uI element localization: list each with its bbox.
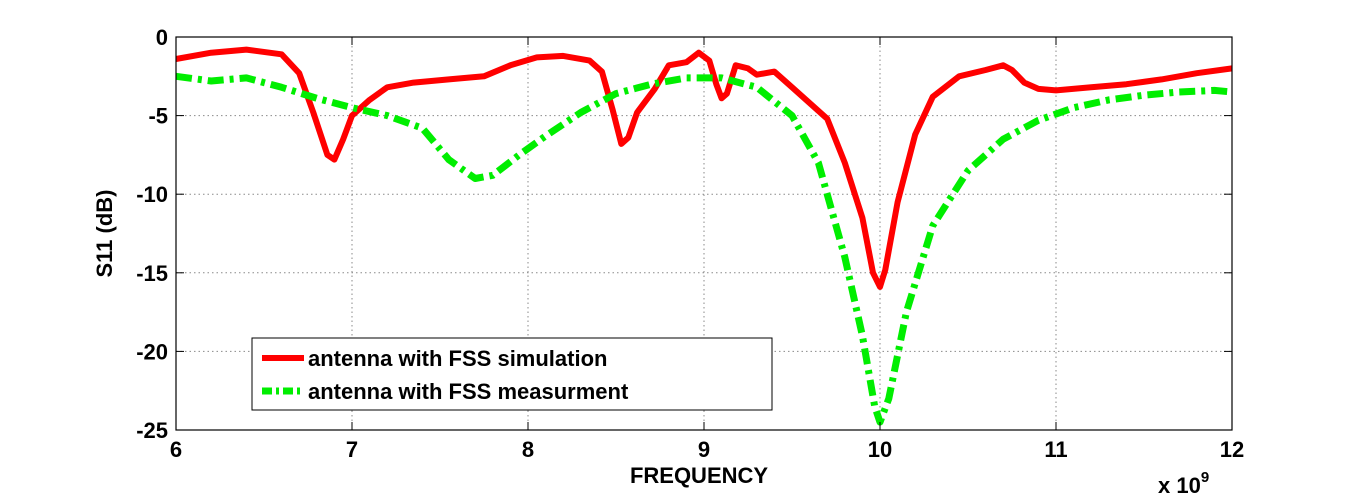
y-tick-label: -10: [136, 182, 168, 207]
x-axis-multiplier: x 109: [1158, 469, 1209, 498]
legend-label-simulation: antenna with FSS simulation: [308, 346, 607, 371]
legend: antenna with FSS simulation antenna with…: [251, 337, 773, 411]
legend-box: [251, 337, 773, 411]
axis-ticks: 6 7 8 9 10 11 12 0 -5 -10 -15 -20 -25: [136, 25, 1244, 462]
x-tick-label: 10: [868, 437, 892, 462]
y-tick-label: -20: [136, 339, 168, 364]
x-tick-label: 8: [522, 437, 534, 462]
x-axis-label: FREQUENCY: [630, 463, 768, 488]
y-tick-label: -15: [136, 261, 168, 286]
y-tick-label: -5: [148, 104, 168, 129]
x-tick-label: 7: [346, 437, 358, 462]
series-line-measurement: [175, 72, 1233, 426]
x-tick-label: 9: [698, 437, 710, 462]
x-multiplier-exponent: 9: [1201, 469, 1209, 486]
series-line-simulation: [175, 46, 1233, 290]
legend-label-measurement: antenna with FSS measurment: [308, 379, 629, 404]
y-tick-label: 0: [156, 25, 168, 50]
x-tick-label: 12: [1220, 437, 1244, 462]
y-axis-label: S11 (dB): [92, 189, 117, 277]
x-multiplier-base: x 10: [1158, 473, 1201, 498]
plot-series: [175, 46, 1233, 426]
y-tick-label: -25: [136, 418, 168, 443]
x-tick-label: 6: [170, 437, 182, 462]
x-tick-label: 11: [1044, 437, 1067, 462]
